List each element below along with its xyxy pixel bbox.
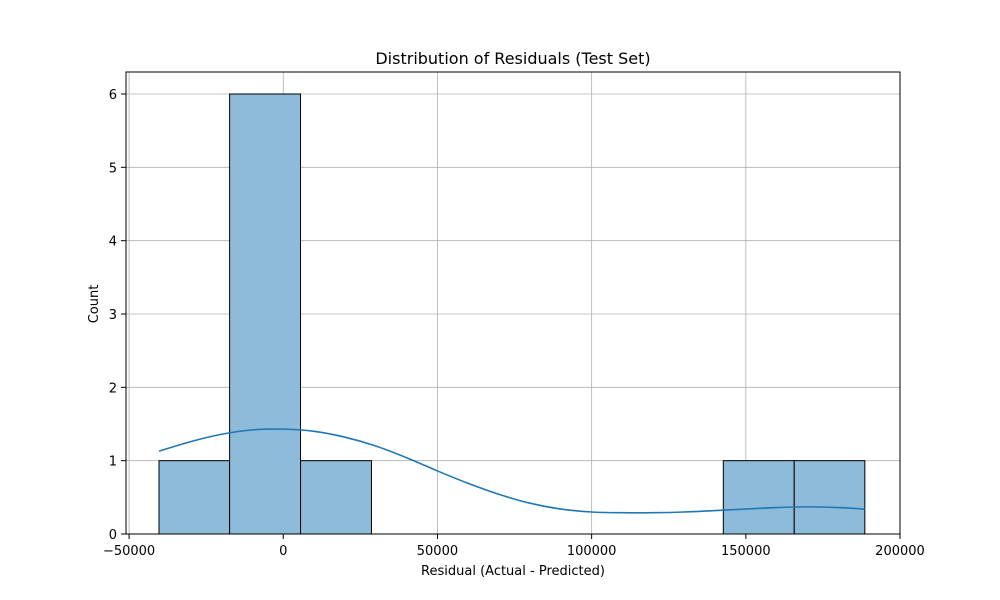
x-tick-label: 150000 <box>721 544 771 559</box>
x-tick-label: 200000 <box>875 544 925 559</box>
y-tick-label: 6 <box>109 88 117 103</box>
x-tick-label: 100000 <box>567 544 617 559</box>
y-tick-label: 3 <box>109 308 117 323</box>
y-tick-label: 2 <box>109 381 117 396</box>
y-axis-label: Count <box>87 285 102 324</box>
x-tick-label: −50000 <box>103 544 155 559</box>
x-tick-label: 50000 <box>417 544 458 559</box>
histogram-bar <box>229 93 302 535</box>
histogram-bar <box>793 460 866 535</box>
kde-layer <box>158 428 865 514</box>
histogram-bar <box>722 460 795 535</box>
chart-title: Distribution of Residuals (Test Set) <box>375 49 650 68</box>
axes-layer <box>125 71 901 535</box>
x-tick-label: 0 <box>279 544 287 559</box>
y-tick-label: 5 <box>109 161 117 176</box>
histogram-bar <box>158 460 231 535</box>
plot-frame <box>125 71 901 535</box>
bars-layer <box>158 93 866 535</box>
kde-curve <box>158 428 865 514</box>
histogram-bar <box>300 460 372 535</box>
y-tick-label: 0 <box>109 528 117 543</box>
x-axis-label: Residual (Actual - Predicted) <box>421 564 605 579</box>
y-tick-label: 1 <box>109 455 117 470</box>
y-tick-label: 4 <box>109 235 117 250</box>
